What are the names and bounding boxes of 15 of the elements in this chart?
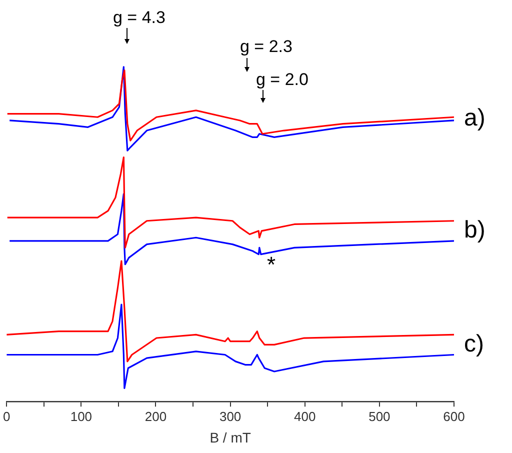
text: a) xyxy=(464,104,486,132)
x-tick-label: 600 xyxy=(443,408,465,424)
x-tick-label: 100 xyxy=(70,408,92,424)
x-tick-label: 0 xyxy=(3,408,10,424)
x-tick-label: 200 xyxy=(144,408,167,424)
x-tick-label: 400 xyxy=(294,408,316,424)
text: c) xyxy=(464,330,484,358)
annotation: g = 2.0 xyxy=(256,70,308,89)
annotation: * xyxy=(267,252,276,277)
text: g = 2.3 xyxy=(240,37,292,56)
text: b) xyxy=(464,216,486,244)
x-tick-label: 300 xyxy=(219,408,242,424)
x-axis-title: B / mT xyxy=(210,429,252,446)
text: g = 4.3 xyxy=(113,8,166,27)
x-tick-label: 500 xyxy=(368,408,390,424)
